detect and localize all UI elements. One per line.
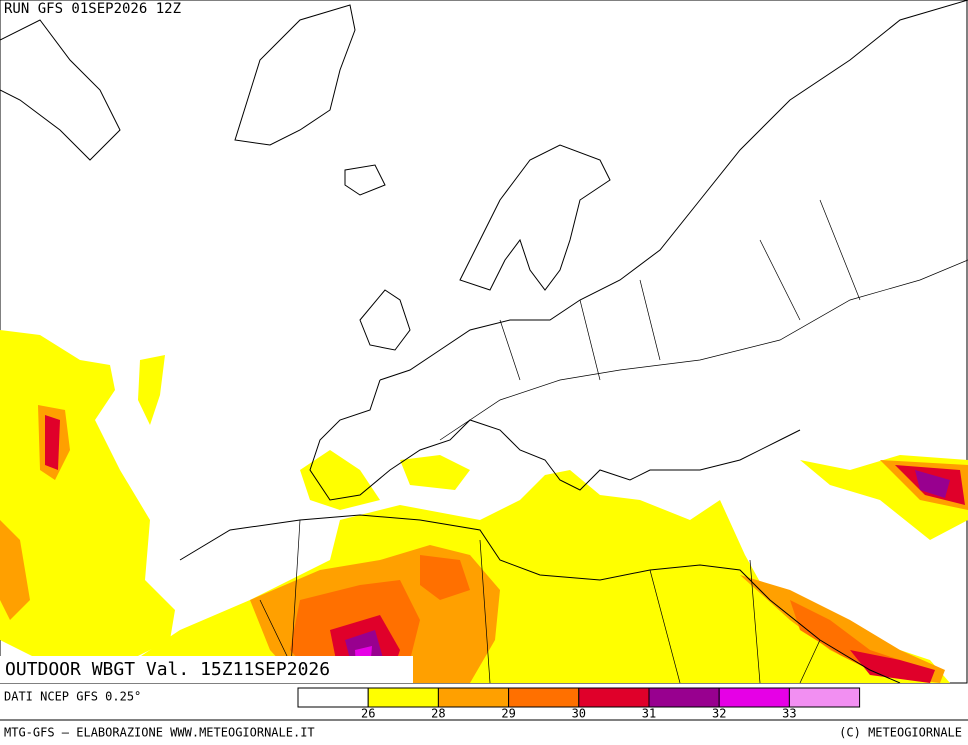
run-label: RUN GFS 01SEP2026 12Z [4, 1, 181, 17]
borders [259, 199, 968, 684]
heat-area [138, 355, 165, 425]
legend-swatch [648, 687, 720, 708]
legend-threshold: 33 [782, 707, 796, 721]
footer-left: MTG-GFS — ELABORAZIONE WWW.METEOGIORNALE… [4, 726, 315, 740]
legend-swatch [297, 687, 369, 708]
legend-threshold: 31 [642, 707, 656, 721]
heat-area [0, 520, 30, 620]
legend: 26 28 29 30 31 32 33 [297, 687, 861, 721]
heat-area [420, 555, 470, 600]
legend-threshold: 32 [712, 707, 726, 721]
legend-swatch [718, 687, 790, 708]
legend-threshold: 26 [361, 707, 375, 721]
heat-area [400, 455, 470, 490]
map: OUTDOOR WBGT Val. 15Z11SEP2026 RUN GFS 0… [0, 0, 968, 684]
map-title: OUTDOOR WBGT Val. 15Z11SEP2026 [5, 659, 330, 680]
coastline-europe [309, 0, 968, 501]
footer-right: (C) METEOGIORNALE [839, 726, 962, 740]
coastline-greenland [234, 4, 356, 146]
coastline-uk [359, 289, 411, 351]
legend-swatch [508, 687, 580, 708]
heat-area [915, 470, 950, 498]
legend-swatch [437, 687, 510, 708]
source-label: DATI NCEP GFS 0.25° [4, 690, 141, 704]
legend-swatch [367, 687, 439, 708]
coastline-africa [179, 514, 901, 684]
coastline-canada [0, 19, 121, 161]
legend-threshold: 28 [431, 707, 445, 721]
title-box [0, 656, 413, 683]
coastline-iceland [344, 164, 386, 196]
heat-area [850, 650, 935, 683]
heat-area [45, 415, 60, 470]
coastline-scandinavia [459, 144, 611, 291]
legend-threshold: 29 [501, 707, 515, 721]
legend-swatch [578, 687, 650, 708]
legend-threshold: 30 [572, 707, 586, 721]
legend-swatch [788, 687, 861, 708]
